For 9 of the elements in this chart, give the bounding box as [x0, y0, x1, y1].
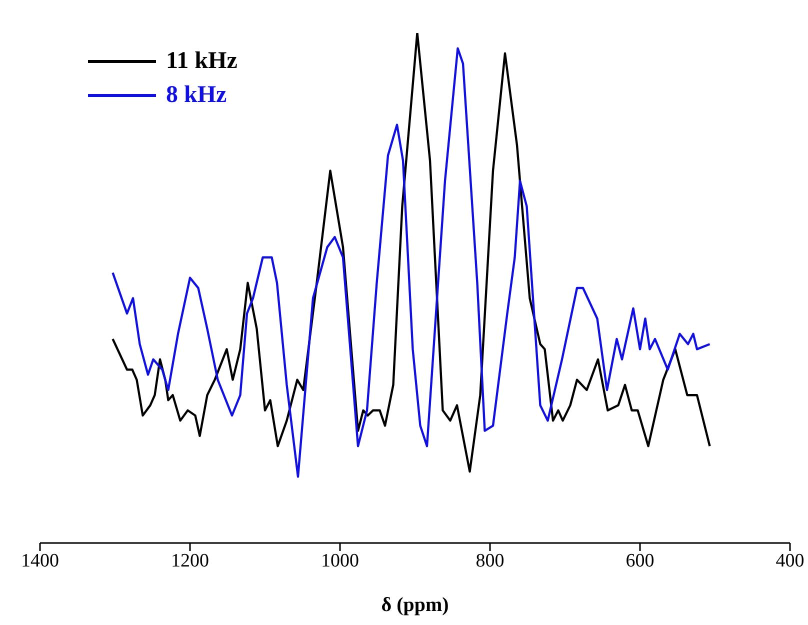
legend-label: 8 kHz — [166, 82, 227, 108]
x-tick-label: 1200 — [171, 550, 209, 572]
x-tick-label: 800 — [476, 550, 504, 572]
x-axis-title: δ (ppm) — [381, 594, 449, 616]
x-tick-label: 1000 — [321, 550, 359, 572]
x-tick-label: 1400 — [21, 550, 59, 572]
x-tick-label: 600 — [626, 550, 654, 572]
legend-label: 11 kHz — [166, 48, 238, 74]
x-tick-label: 400 — [776, 550, 804, 572]
